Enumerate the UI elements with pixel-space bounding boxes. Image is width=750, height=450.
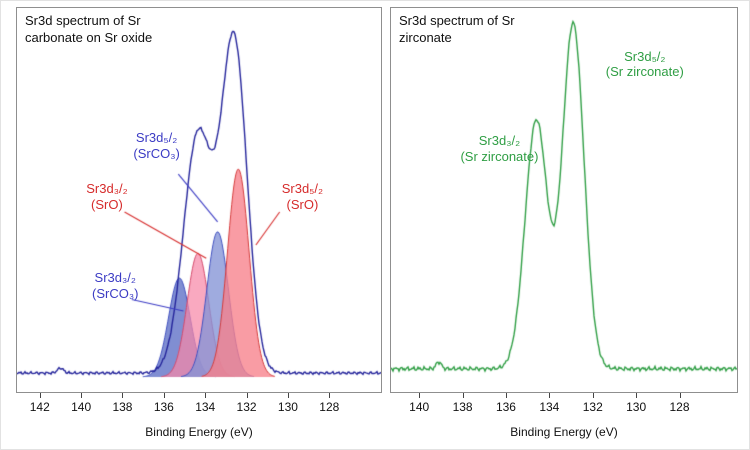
x-tick-mark bbox=[592, 393, 594, 398]
peak-label-line1: Sr3d₅/₂ bbox=[281, 181, 324, 197]
x-tick-label: 128 bbox=[319, 400, 340, 414]
peak-label-line2: (SrCO₃) bbox=[92, 286, 139, 302]
x-tick-label: 134 bbox=[195, 400, 216, 414]
x-tick-mark bbox=[287, 393, 289, 398]
x-tick-label: 140 bbox=[409, 400, 430, 414]
peak-label-sr3d52-zirconate: Sr3d₅/₂ (Sr zirconate) bbox=[606, 49, 684, 81]
peak-label-sr3d32-zirconate: Sr3d₃/₂ (Sr zirconate) bbox=[460, 133, 538, 165]
x-tick-label: 136 bbox=[153, 400, 174, 414]
x-tick-mark bbox=[205, 393, 207, 398]
x-tick-mark bbox=[419, 393, 421, 398]
x-tick-label: 132 bbox=[236, 400, 257, 414]
x-tick-label: 130 bbox=[626, 400, 647, 414]
x-tick-label: 138 bbox=[452, 400, 473, 414]
x-axis-label-left: Binding Energy (eV) bbox=[145, 425, 253, 439]
sr-zirconate-panel: Sr3d spectrum of Sr zirconate Sr3d₅/₂ (Sr… bbox=[390, 7, 738, 393]
peak-label-sr3d52-srco3: Sr3d₅/₂ (SrCO₃) bbox=[133, 130, 179, 162]
x-axis-label-right: Binding Energy (eV) bbox=[510, 425, 618, 439]
x-tick-label: 138 bbox=[112, 400, 133, 414]
peak-label-sr3d32-sro: Sr3d₃/₂ (SrO) bbox=[86, 181, 127, 213]
x-tick-mark bbox=[81, 393, 83, 398]
x-tick-label: 130 bbox=[277, 400, 298, 414]
sr-carbonate-oxide-panel: Sr3d spectrum of Sr carbonate on Sr oxid… bbox=[16, 7, 382, 393]
x-tick-mark bbox=[246, 393, 248, 398]
panel-title-right: Sr3d spectrum of Sr zirconate bbox=[399, 13, 515, 45]
x-tick-label: 142 bbox=[29, 400, 50, 414]
peak-label-line2: (SrO) bbox=[91, 197, 123, 213]
peak-label-line1: Sr3d₃/₂ bbox=[86, 181, 128, 197]
peak-label-line1: Sr3d₅/₂ bbox=[624, 48, 666, 64]
panel-title-left: Sr3d spectrum of Sr carbonate on Sr oxid… bbox=[25, 13, 153, 45]
x-tick-mark bbox=[462, 393, 464, 398]
peak-label-sr3d52-sro: Sr3d₅/₂ (SrO) bbox=[282, 181, 323, 213]
x-tick-label: 134 bbox=[539, 400, 560, 414]
peak-label-line1: Sr3d₅/₂ bbox=[135, 130, 178, 146]
sr-zirconate-spectrum-canvas bbox=[391, 8, 737, 392]
peak-label-line2: (Sr zirconate) bbox=[605, 64, 684, 80]
x-tick-mark bbox=[122, 393, 124, 398]
x-tick-mark bbox=[329, 393, 331, 398]
x-tick-label: 136 bbox=[495, 400, 516, 414]
x-tick-mark bbox=[505, 393, 507, 398]
peak-label-line2: (SrCO₃) bbox=[133, 146, 180, 161]
x-tick-label: 140 bbox=[71, 400, 92, 414]
x-tick-mark bbox=[549, 393, 551, 398]
peak-label-line1: Sr3d₃/₂ bbox=[94, 270, 136, 286]
peak-label-line2: (SrO) bbox=[286, 197, 319, 213]
x-tick-mark bbox=[636, 393, 638, 398]
sr-carbonate-oxide-spectrum-canvas bbox=[17, 8, 381, 392]
x-tick-label: 132 bbox=[582, 400, 603, 414]
x-tick-mark bbox=[163, 393, 165, 398]
peak-label-sr3d32-srco3: Sr3d₃/₂ (SrCO₃) bbox=[92, 270, 138, 302]
x-tick-mark bbox=[39, 393, 41, 398]
x-tick-label: 128 bbox=[669, 400, 690, 414]
x-tick-mark bbox=[679, 393, 681, 398]
peak-label-line1: Sr3d₃/₂ bbox=[478, 133, 521, 149]
peak-label-line2: (Sr zirconate) bbox=[460, 149, 539, 165]
